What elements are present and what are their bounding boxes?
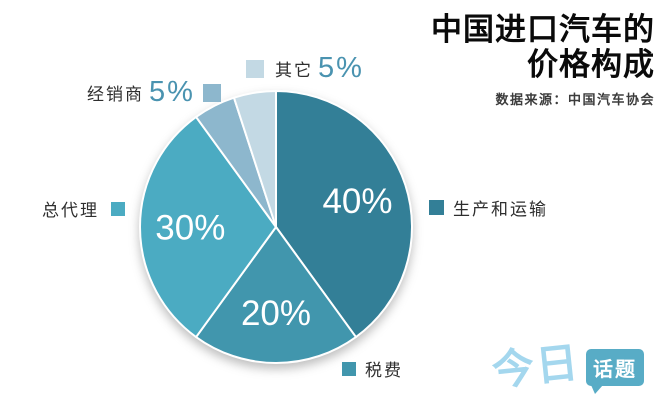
- legend-swatch-other: [246, 59, 264, 78]
- legend-swatch-dealer: [202, 83, 221, 102]
- legend-value-dealer: 5%: [149, 76, 195, 108]
- legend-value-other: 5%: [318, 52, 364, 84]
- legend-label-agent: 总代理: [42, 201, 99, 220]
- legend-swatch-agent: [111, 201, 125, 216]
- legend-label-dealer: 经销商: [87, 85, 144, 104]
- legend-item-tax: 税费: [342, 356, 403, 381]
- legend-label-production: 生产和运输: [453, 200, 548, 219]
- legend-swatch-tax: [342, 361, 356, 376]
- logo: 今日 话题: [490, 339, 644, 394]
- legend-item-production: 生产和运输: [429, 195, 548, 220]
- legend-item-agent: 总代理: [42, 196, 125, 221]
- page-title-line1: 中国进口汽车的: [431, 12, 655, 47]
- pie-slice-other: [232, 90, 277, 228]
- data-source-note: 数据来源：中国汽车协会: [495, 92, 655, 107]
- legend-item-other: 其它 5%: [246, 54, 364, 83]
- title-block: 中国进口汽车的 价格构成 数据来源：中国汽车协会: [235, 12, 655, 108]
- slice-value-label-agent: 30%: [155, 208, 225, 247]
- logo-text-huati-bubble: 话题: [586, 348, 644, 394]
- pie-slice-production: [275, 90, 413, 339]
- legend-label-tax: 税费: [365, 361, 403, 380]
- slice-value-label-tax: 20%: [241, 294, 311, 333]
- pie-slice-tax: [195, 226, 357, 365]
- logo-text-jinri: 今日: [489, 338, 583, 395]
- legend-label-other: 其它: [275, 61, 313, 80]
- page-title-line2: 价格构成: [527, 47, 655, 82]
- slice-value-label-production: 40%: [322, 182, 392, 221]
- pie-slice-agent: [139, 115, 277, 339]
- legend-swatch-production: [429, 200, 444, 215]
- legend-item-dealer: 经销商 5%: [87, 78, 221, 107]
